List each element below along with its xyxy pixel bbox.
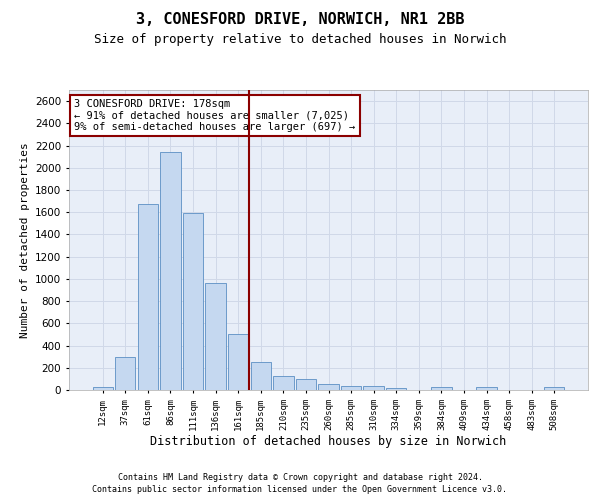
- Text: Contains public sector information licensed under the Open Government Licence v3: Contains public sector information licen…: [92, 485, 508, 494]
- Text: Contains HM Land Registry data © Crown copyright and database right 2024.: Contains HM Land Registry data © Crown c…: [118, 472, 482, 482]
- Y-axis label: Number of detached properties: Number of detached properties: [20, 142, 29, 338]
- Bar: [386, 388, 406, 390]
- Bar: [341, 386, 361, 390]
- Bar: [476, 387, 497, 390]
- Bar: [183, 214, 203, 390]
- X-axis label: Distribution of detached houses by size in Norwich: Distribution of detached houses by size …: [151, 436, 506, 448]
- Bar: [273, 376, 293, 390]
- Bar: [160, 152, 181, 390]
- Bar: [92, 387, 113, 390]
- Bar: [138, 204, 158, 390]
- Bar: [251, 362, 271, 390]
- Bar: [296, 379, 316, 390]
- Bar: [228, 334, 248, 390]
- Text: 3 CONESFORD DRIVE: 178sqm
← 91% of detached houses are smaller (7,025)
9% of sem: 3 CONESFORD DRIVE: 178sqm ← 91% of detac…: [74, 99, 355, 132]
- Bar: [431, 387, 452, 390]
- Bar: [115, 356, 136, 390]
- Text: 3, CONESFORD DRIVE, NORWICH, NR1 2BB: 3, CONESFORD DRIVE, NORWICH, NR1 2BB: [136, 12, 464, 28]
- Bar: [544, 387, 565, 390]
- Bar: [364, 386, 384, 390]
- Text: Size of property relative to detached houses in Norwich: Size of property relative to detached ho…: [94, 32, 506, 46]
- Bar: [205, 284, 226, 390]
- Bar: [319, 384, 338, 390]
